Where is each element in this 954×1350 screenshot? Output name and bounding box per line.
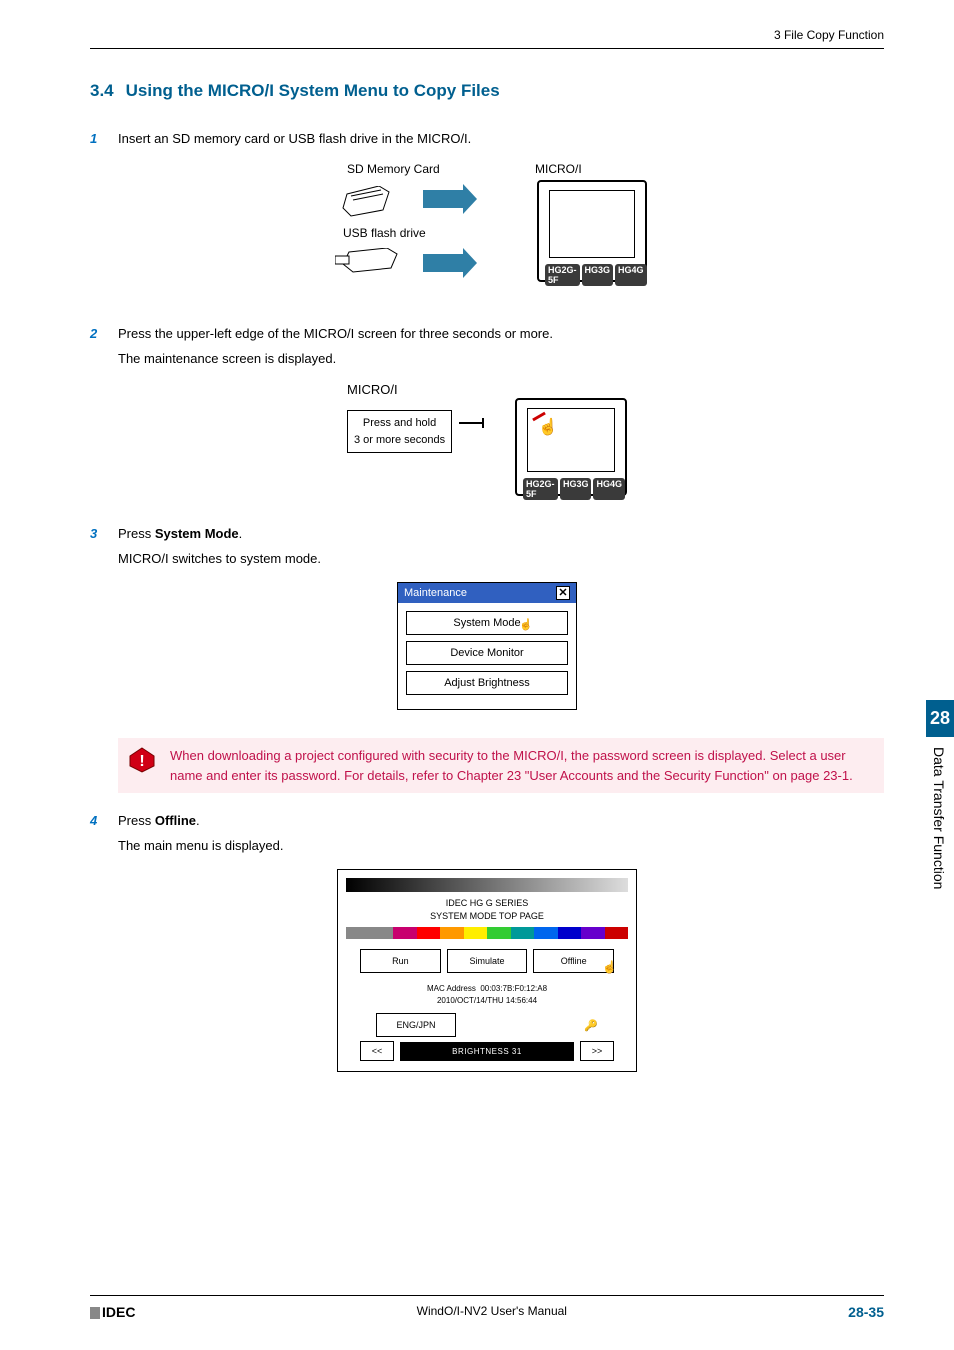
diagram-maintenance-menu: Maintenance ✕ System Mode ☝ Device Monit… bbox=[397, 582, 577, 710]
mac-address: 00:03:7B:F0:12:A8 bbox=[480, 984, 547, 993]
press-line-1: Press and hold bbox=[354, 415, 445, 432]
page-number: 28-35 bbox=[848, 1304, 884, 1320]
offline-button[interactable]: Offline ☝ bbox=[533, 949, 614, 973]
sd-card-label: SD Memory Card bbox=[347, 162, 440, 176]
step-pre: Press bbox=[118, 526, 155, 541]
gradient-bar bbox=[346, 878, 628, 892]
page-header: 3 File Copy Function bbox=[90, 28, 884, 49]
warning-icon: ! bbox=[128, 746, 156, 774]
title-line-1: IDEC HG G SERIES bbox=[346, 897, 628, 910]
hand-cursor-icon: ☝ bbox=[538, 417, 558, 437]
step-post: . bbox=[239, 526, 243, 541]
connector-line bbox=[459, 422, 483, 424]
model-badge: HG2G-5F bbox=[545, 264, 580, 286]
arrow-icon bbox=[423, 254, 463, 272]
step-text: Press the upper-left edge of the MICRO/I… bbox=[118, 326, 884, 341]
page-footer: IDEC WindO/I-NV2 User's Manual 28-35 bbox=[90, 1295, 884, 1320]
hand-cursor-icon: ☝ bbox=[602, 960, 617, 974]
step-subtext: The main menu is displayed. bbox=[118, 838, 884, 853]
diagram-system-mode: IDEC HG G SERIES SYSTEM MODE TOP PAGE Ru… bbox=[337, 869, 637, 1072]
usb-drive-icon bbox=[335, 248, 399, 277]
microi-label: MICRO/I bbox=[347, 382, 627, 397]
menu-item-label: System Mode bbox=[453, 617, 520, 629]
diagram-press-hold: MICRO/I Press and hold 3 or more seconds… bbox=[347, 382, 627, 502]
chapter-number: 28 bbox=[926, 700, 954, 737]
mac-label: MAC Address bbox=[427, 984, 476, 993]
model-badge: HG4G bbox=[615, 264, 647, 286]
hand-cursor-icon: ☝ bbox=[519, 618, 533, 631]
close-icon[interactable]: ✕ bbox=[556, 586, 570, 600]
step-4: 4 Press Offline. bbox=[90, 813, 884, 828]
press-hold-box: Press and hold 3 or more seconds bbox=[347, 410, 452, 453]
microi-label: MICRO/I bbox=[535, 162, 582, 176]
next-button[interactable]: >> bbox=[580, 1041, 614, 1061]
manual-title: WindO/I-NV2 User's Manual bbox=[417, 1304, 567, 1320]
press-line-2: 3 or more seconds bbox=[354, 432, 445, 449]
button-label: Offline bbox=[561, 956, 587, 966]
title-line-2: SYSTEM MODE TOP PAGE bbox=[346, 910, 628, 923]
step-bold: Offline bbox=[155, 813, 196, 828]
model-badge: HG4G bbox=[593, 478, 625, 500]
step-subtext: MICRO/I switches to system mode. bbox=[118, 551, 884, 566]
microi-device-icon: ☝ HG2G-5F HG3G HG4G bbox=[515, 398, 627, 496]
menu-title: Maintenance bbox=[404, 587, 467, 599]
step-number: 3 bbox=[90, 526, 118, 541]
step-1: 1 Insert an SD memory card or USB flash … bbox=[90, 131, 884, 146]
arrow-icon bbox=[423, 190, 463, 208]
simulate-button[interactable]: Simulate bbox=[447, 949, 528, 973]
step-post: . bbox=[196, 813, 200, 828]
key-icon: 🔑 bbox=[584, 1019, 598, 1032]
system-mode-button[interactable]: System Mode ☝ bbox=[406, 611, 568, 635]
section-title-text: Using the MICRO/I System Menu to Copy Fi… bbox=[126, 81, 500, 100]
step-subtext: The maintenance screen is displayed. bbox=[118, 351, 884, 366]
callout-text: When downloading a project configured wi… bbox=[170, 746, 874, 785]
usb-label: USB flash drive bbox=[343, 226, 426, 240]
section-title: 3.4 Using the MICRO/I System Menu to Copy… bbox=[90, 81, 884, 101]
step-2: 2 Press the upper-left edge of the MICRO… bbox=[90, 326, 884, 341]
chapter-title: Data Transfer Function bbox=[926, 737, 952, 899]
step-3: 3 Press System Mode. bbox=[90, 526, 884, 541]
brightness-display: BRIGHTNESS 31 bbox=[400, 1042, 574, 1061]
step-text: Press System Mode. bbox=[118, 526, 884, 541]
model-badge: HG3G bbox=[560, 478, 592, 500]
step-number: 1 bbox=[90, 131, 118, 146]
model-badge: HG3G bbox=[582, 264, 614, 286]
step-pre: Press bbox=[118, 813, 155, 828]
color-bar bbox=[346, 927, 628, 939]
datetime: 2010/OCT/14/THU 14:56:44 bbox=[346, 995, 628, 1007]
brand-logo: IDEC bbox=[90, 1304, 135, 1320]
run-button[interactable]: Run bbox=[360, 949, 441, 973]
step-text: Press Offline. bbox=[118, 813, 884, 828]
microi-device-icon: HG2G-5F HG3G HG4G bbox=[537, 180, 647, 282]
step-text: Insert an SD memory card or USB flash dr… bbox=[118, 131, 884, 146]
system-mode-title: IDEC HG G SERIES SYSTEM MODE TOP PAGE bbox=[346, 892, 628, 927]
chapter-tab: 28 Data Transfer Function bbox=[926, 700, 954, 899]
lang-button[interactable]: ENG/JPN bbox=[376, 1013, 456, 1037]
diagram-insert-media: SD Memory Card MICRO/I USB flash drive H… bbox=[327, 162, 647, 302]
adjust-brightness-button[interactable]: Adjust Brightness bbox=[406, 671, 568, 695]
step-number: 2 bbox=[90, 326, 118, 341]
step-bold: System Mode bbox=[155, 526, 239, 541]
step-number: 4 bbox=[90, 813, 118, 828]
device-monitor-button[interactable]: Device Monitor bbox=[406, 641, 568, 665]
system-info: MAC Address 00:03:7B:F0:12:A8 2010/OCT/1… bbox=[346, 983, 628, 1007]
menu-titlebar: Maintenance ✕ bbox=[398, 583, 576, 603]
sd-card-icon bbox=[341, 186, 393, 221]
warning-callout: ! When downloading a project configured … bbox=[118, 738, 884, 793]
prev-button[interactable]: << bbox=[360, 1041, 394, 1061]
model-badge: HG2G-5F bbox=[523, 478, 558, 500]
section-number: 3.4 bbox=[90, 81, 114, 100]
svg-text:!: ! bbox=[139, 753, 144, 770]
